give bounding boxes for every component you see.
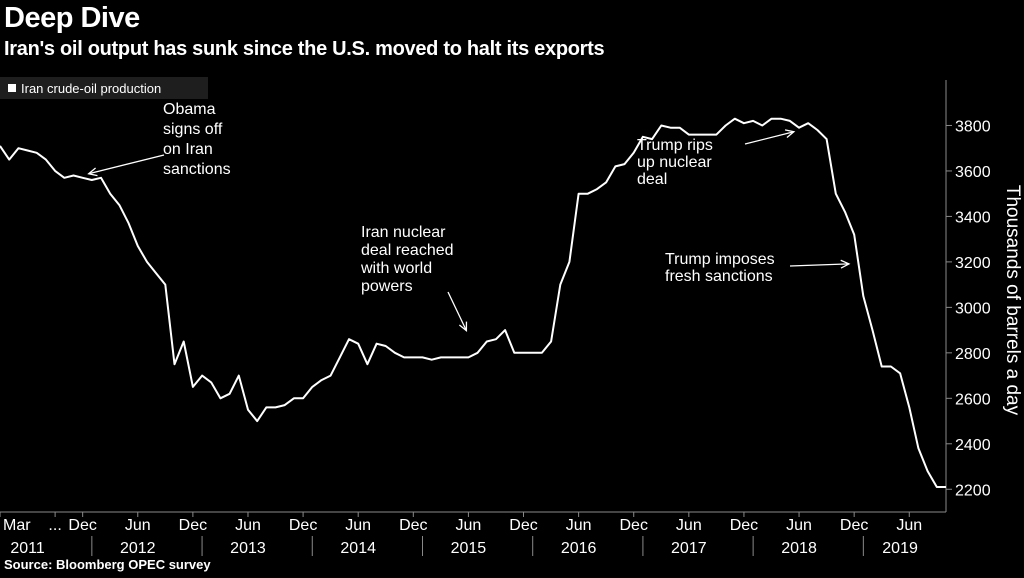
annotation-arrowhead <box>784 129 796 139</box>
x-tick-label: Dec <box>730 517 758 534</box>
annotation-arrow <box>447 291 467 331</box>
annotation-line: with world <box>360 260 432 277</box>
x-tick-label: Jun <box>676 517 702 534</box>
y-tick-label: 3400 <box>955 209 991 226</box>
annotation-arrow <box>744 131 795 145</box>
y-tick-label: 3800 <box>955 118 991 135</box>
year-label: 2013 <box>230 540 266 557</box>
annotation-arrowhead <box>87 167 98 177</box>
x-tick-label: Jun <box>235 517 261 534</box>
year-label: 2011 <box>10 540 45 557</box>
y-tick-label: 3000 <box>955 300 991 317</box>
annotation-line: deal reached <box>361 242 454 259</box>
legend: Iran crude-oil production <box>0 77 208 99</box>
annotation-line: deal <box>637 171 667 188</box>
annotation-arrow <box>88 154 165 175</box>
year-label: 2012 <box>120 540 156 557</box>
source-note: Source: Bloomberg OPEC survey <box>4 557 211 572</box>
axes: 2200 2400 2600 2800 3000 3200 3400 3600 3800 Thou… <box>0 80 1023 557</box>
year-label: 2019 <box>882 540 918 557</box>
x-tick-label: Jun <box>566 517 592 534</box>
annotation-arrow <box>789 263 849 267</box>
year-label: 2015 <box>451 540 487 557</box>
x-tick-label: Dec <box>68 517 96 534</box>
x-tick-label: Dec <box>509 517 537 534</box>
y-tick-label: 2600 <box>955 391 991 408</box>
y-tick-label: 2400 <box>955 437 991 454</box>
series-line-iran-production <box>0 117 946 488</box>
x-tick-label: Mar <box>3 517 31 534</box>
x-tick-label: Jun <box>456 517 482 534</box>
annotation-arrowhead <box>840 259 851 269</box>
x-tick-label: Dec <box>399 517 427 534</box>
annotation-line: Obama <box>163 101 216 118</box>
annotation: Obama signs off on Iran sanctions <box>87 101 231 178</box>
x-tick-label: Jun <box>345 517 371 534</box>
chart-subtitle: Iran's oil output has sunk since the U.S… <box>4 38 605 60</box>
x-tick-label: Dec <box>840 517 868 534</box>
chart-title: Deep Dive <box>4 2 140 34</box>
series-layer <box>0 117 946 488</box>
x-tick-label: Jun <box>786 517 812 534</box>
annotation-line: signs off <box>163 121 223 138</box>
annotations-layer: Obama signs off on Iran sanctions Iran nucle… <box>87 101 851 333</box>
year-label: 2014 <box>340 540 376 557</box>
y-axis-label: Thousands of barrels a day <box>1002 185 1023 416</box>
annotation-line: fresh sanctions <box>665 268 773 285</box>
annotation-line: on Iran <box>163 141 213 158</box>
annotation-line: Trump imposes <box>665 251 775 268</box>
legend-swatch <box>8 84 16 92</box>
annotation-line: sanctions <box>163 161 231 178</box>
legend-box <box>0 77 208 99</box>
year-label: 2016 <box>561 540 597 557</box>
x-tick-label: Dec <box>620 517 648 534</box>
legend-label: Iran crude-oil production <box>21 81 161 96</box>
y-tick-label: 2800 <box>955 346 991 363</box>
year-label: 2018 <box>781 540 817 557</box>
y-tick-label: 3200 <box>955 255 991 272</box>
y-tick-label: 3600 <box>955 164 991 181</box>
x-tick-label: Jun <box>896 517 922 534</box>
annotation-arrowhead <box>458 321 468 333</box>
annotation-line: Trump rips <box>637 137 713 154</box>
year-label: 2017 <box>671 540 707 557</box>
annotation-line: Iran nuclear <box>361 224 446 241</box>
y-tick-label: 2200 <box>955 482 991 499</box>
x-tick-label: Dec <box>179 517 207 534</box>
x-tick-label: Dec <box>289 517 317 534</box>
annotation-line: up nuclear <box>637 154 712 171</box>
x-tick-label: Jun <box>125 517 151 534</box>
annotation-line: powers <box>361 278 413 295</box>
x-tick-label: ... <box>48 517 61 534</box>
